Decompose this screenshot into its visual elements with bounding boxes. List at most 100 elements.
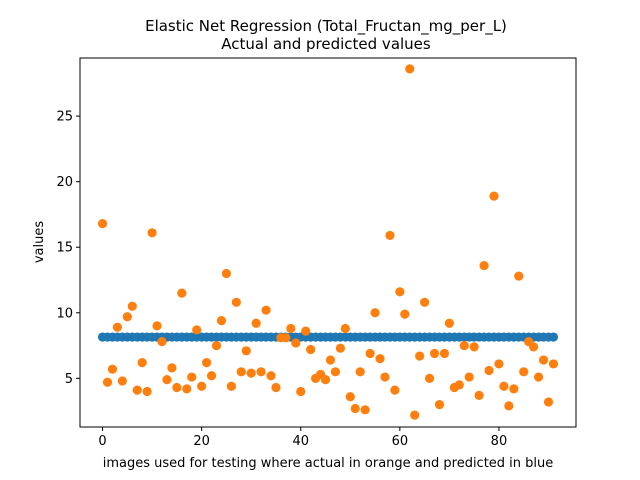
data-point-s1-16 bbox=[177, 288, 187, 298]
data-point-s1-56 bbox=[375, 354, 385, 364]
data-point-s1-28 bbox=[236, 367, 246, 377]
x-axis-label: images used for testing where actual in … bbox=[103, 456, 554, 471]
data-point-s1-83 bbox=[509, 384, 519, 394]
data-point-s1-12 bbox=[157, 337, 167, 347]
data-point-s1-60 bbox=[395, 287, 405, 297]
data-point-s1-49 bbox=[340, 323, 350, 334]
y-tick-label-20: 20 bbox=[56, 175, 73, 190]
x-tick-label-0: 0 bbox=[98, 434, 106, 449]
data-point-s1-50 bbox=[345, 392, 355, 402]
data-point-s1-27 bbox=[231, 297, 241, 307]
data-point-s1-45 bbox=[320, 375, 331, 385]
data-point-s1-11 bbox=[152, 321, 162, 331]
data-point-s1-88 bbox=[533, 372, 544, 382]
data-point-s1-26 bbox=[226, 381, 236, 391]
data-point-s1-90 bbox=[543, 397, 554, 407]
x-tick-label-20: 20 bbox=[193, 434, 210, 449]
y-tick-label-25: 25 bbox=[56, 110, 73, 125]
data-point-s1-13 bbox=[162, 375, 172, 385]
data-point-s1-22 bbox=[206, 371, 217, 381]
data-point-s1-25 bbox=[221, 268, 232, 279]
data-point-s1-42 bbox=[306, 344, 316, 355]
data-point-s1-79 bbox=[489, 191, 499, 201]
data-point-s1-31 bbox=[251, 318, 261, 328]
data-point-s1-47 bbox=[330, 367, 341, 377]
y-tick-label-5: 5 bbox=[65, 372, 73, 387]
data-point-s1-10 bbox=[147, 228, 157, 238]
data-point-s1-32 bbox=[256, 367, 266, 377]
data-point-s1-61 bbox=[400, 309, 410, 319]
data-point-s1-39 bbox=[291, 338, 301, 348]
data-point-s1-77 bbox=[479, 260, 489, 271]
data-point-s1-1 bbox=[102, 377, 113, 387]
data-point-s1-3 bbox=[112, 322, 123, 332]
data-point-s1-4 bbox=[117, 376, 127, 386]
data-point-s1-74 bbox=[464, 372, 474, 382]
data-point-s1-23 bbox=[211, 340, 222, 351]
data-point-s1-67 bbox=[429, 348, 440, 359]
data-point-s1-75 bbox=[469, 342, 479, 352]
data-point-s1-37 bbox=[281, 333, 291, 343]
data-point-s1-17 bbox=[182, 384, 192, 394]
data-point-s1-73 bbox=[459, 340, 469, 351]
x-tick-label-40: 40 bbox=[292, 434, 309, 449]
data-point-s1-46 bbox=[325, 355, 336, 365]
data-point-s1-53 bbox=[360, 405, 370, 415]
data-point-s1-82 bbox=[504, 401, 514, 411]
data-point-s1-29 bbox=[241, 346, 251, 356]
data-point-s1-24 bbox=[216, 316, 227, 326]
data-point-s1-64 bbox=[415, 351, 425, 361]
data-point-s1-59 bbox=[390, 385, 400, 395]
y-axis-label: values bbox=[32, 221, 47, 264]
data-point-s1-78 bbox=[484, 365, 494, 376]
data-point-s1-30 bbox=[246, 368, 256, 378]
data-point-s1-57 bbox=[380, 372, 390, 382]
data-point-s1-48 bbox=[335, 343, 345, 353]
x-tick-label-60: 60 bbox=[392, 434, 409, 449]
y-tick-label-15: 15 bbox=[56, 241, 73, 256]
data-point-s1-63 bbox=[410, 410, 420, 420]
chart-subtitle: Actual and predicted values bbox=[221, 35, 431, 53]
data-point-s1-65 bbox=[420, 297, 430, 307]
data-point-s1-21 bbox=[202, 358, 212, 368]
data-point-s1-81 bbox=[499, 381, 509, 391]
data-point-s1-5 bbox=[122, 312, 132, 322]
data-point-s1-51 bbox=[350, 403, 360, 414]
chart-title: Elastic Net Regression (Total_Fructan_mg… bbox=[145, 17, 507, 36]
data-point-s1-84 bbox=[514, 271, 524, 281]
axes-frame bbox=[79, 57, 577, 428]
data-point-s1-0 bbox=[97, 219, 108, 229]
data-point-s1-85 bbox=[519, 367, 529, 377]
data-point-s1-14 bbox=[167, 363, 177, 373]
data-point-s1-33 bbox=[261, 305, 271, 315]
y-tick-label-10: 10 bbox=[56, 306, 73, 321]
data-point-s1-8 bbox=[137, 358, 147, 368]
data-point-s1-68 bbox=[434, 399, 445, 410]
data-point-s1-41 bbox=[301, 326, 311, 336]
data-point-s1-9 bbox=[142, 386, 152, 397]
data-point-s1-87 bbox=[529, 342, 539, 352]
data-point-s1-54 bbox=[365, 348, 375, 359]
data-point-s1-89 bbox=[538, 355, 549, 365]
plot-area: 0 20 40 60 80 5 10 15 20 25 bbox=[56, 57, 577, 449]
data-point-s1-70 bbox=[444, 318, 454, 328]
data-point-s1-20 bbox=[197, 381, 207, 391]
data-point-s1-80 bbox=[494, 359, 504, 369]
data-point-s1-55 bbox=[370, 308, 380, 318]
data-point-s1-69 bbox=[439, 348, 450, 359]
data-point-s0-91 bbox=[548, 332, 559, 342]
data-point-s1-15 bbox=[172, 382, 182, 393]
data-point-s1-72 bbox=[454, 380, 464, 390]
data-point-s1-76 bbox=[474, 390, 484, 400]
x-tick-label-80: 80 bbox=[491, 434, 508, 449]
data-point-s1-58 bbox=[385, 230, 395, 241]
data-point-s1-52 bbox=[355, 367, 365, 377]
data-point-s1-6 bbox=[127, 301, 137, 311]
data-point-s1-62 bbox=[405, 64, 415, 74]
data-point-s1-18 bbox=[187, 372, 197, 382]
data-point-s1-35 bbox=[271, 382, 281, 393]
data-point-s1-7 bbox=[132, 385, 142, 395]
data-point-s1-66 bbox=[424, 373, 435, 383]
